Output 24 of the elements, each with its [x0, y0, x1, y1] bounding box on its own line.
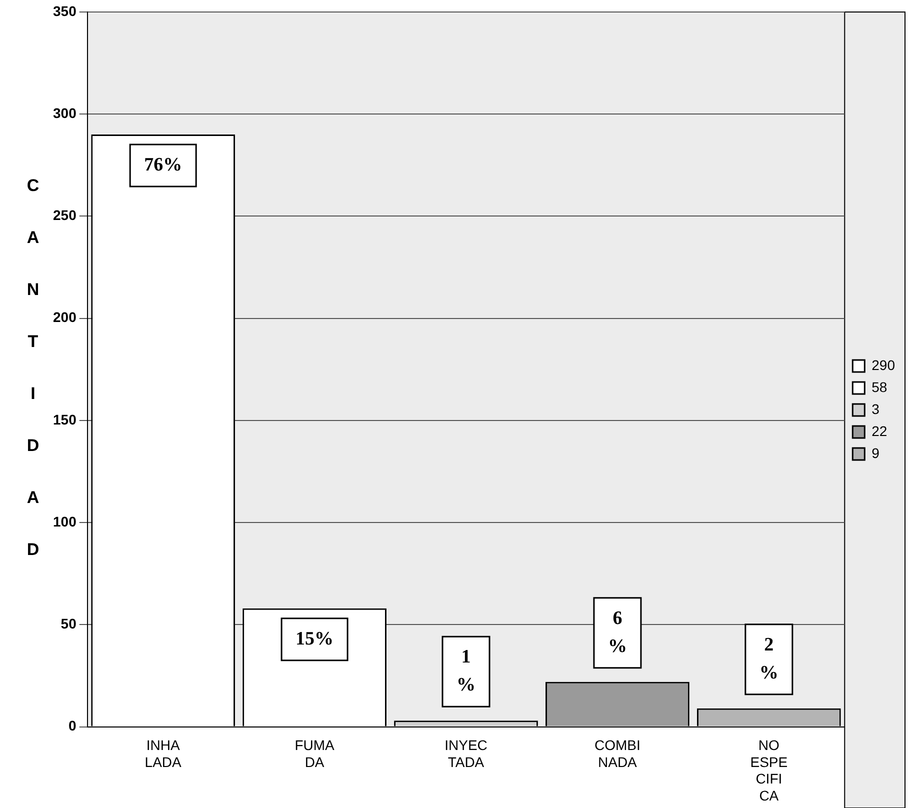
legend-label: 3 [872, 400, 880, 417]
text: CANTIDAD [26, 176, 40, 559]
legend-label: 290 [872, 356, 896, 373]
legend-label: 9 [872, 444, 880, 461]
x-tick-label: NO ESPE CIFI CA [750, 737, 788, 804]
x-tick-label: INYEC TADA [444, 737, 488, 770]
y-tick-label: 100 [53, 513, 77, 530]
x-tick-label: INHA LADA [144, 737, 182, 770]
annotation: 1 % [456, 646, 476, 696]
y-tick-label: 150 [53, 411, 77, 428]
y-tick-label: 0 [68, 718, 77, 734]
annotation: 6 % [608, 608, 627, 657]
x-tick-label: FUMA DA [294, 737, 336, 770]
annotation: 76% [144, 154, 182, 176]
y-tick-label: 300 [53, 104, 77, 121]
annotation: 15% [296, 628, 334, 650]
annotation: 2 % [759, 634, 778, 684]
y-tick-label: 350 [53, 2, 77, 19]
legend-label: 22 [872, 422, 888, 439]
y-tick-label: 200 [53, 309, 77, 326]
y-tick-label: 50 [60, 616, 77, 632]
y-tick-label: 250 [53, 207, 77, 224]
x-tick-label: COMBI NADA [594, 737, 640, 770]
legend-label: 58 [872, 378, 888, 395]
